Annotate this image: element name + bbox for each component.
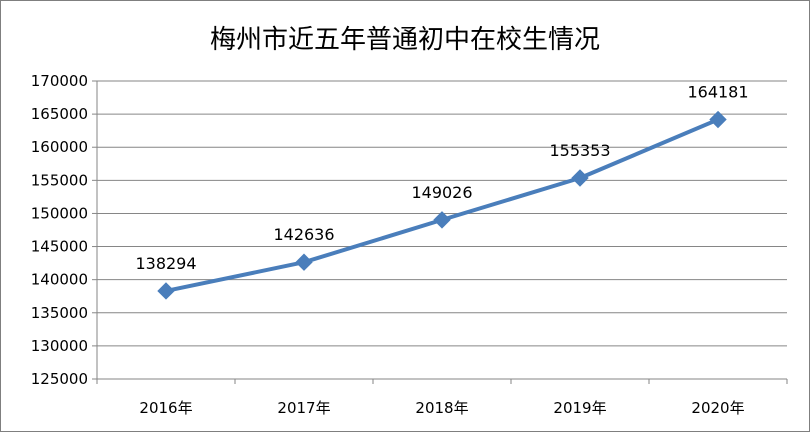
y-tick-labels: 125000 130000 135000 140000 145000 150000 1550… [31,72,88,388]
data-point-marker [157,282,175,300]
data-label: 142636 [273,225,334,244]
axes [92,80,788,384]
data-label: 164181 [687,83,748,102]
series-line [164,117,720,293]
y-tick-label: 165000 [31,105,88,123]
x-tick-labels: 2016年 2017年 2018年 2019年 2020年 [139,399,744,417]
data-point-marker [295,253,313,271]
y-tick-label: 135000 [31,304,88,322]
y-tick-label: 160000 [31,138,88,156]
data-point-marker [571,169,589,187]
y-tick-label: 145000 [31,238,88,256]
chart-title: 梅州市近五年普通初中在校生情况 [210,25,600,55]
data-label: 155353 [549,141,610,160]
data-label: 138294 [135,254,196,273]
y-tick-label: 150000 [31,204,88,222]
data-labels: 138294 142636 149026 155353 164181 [135,83,748,273]
x-tick-label: 2016年 [139,399,192,417]
data-label: 149026 [411,183,472,202]
x-tick-label: 2018年 [415,399,468,417]
data-point-marker [433,211,451,229]
y-tick-label: 140000 [31,271,88,289]
series-line [164,117,720,293]
y-tick-label: 125000 [31,370,88,388]
series-markers [157,110,727,300]
y-tick-label: 170000 [31,72,88,90]
y-tick-label: 130000 [31,337,88,355]
x-tick-label: 2017年 [277,399,330,417]
x-tick-label: 2019年 [553,399,606,417]
y-tick-label: 155000 [31,171,88,189]
x-tick-label: 2020年 [691,399,744,417]
data-point-marker [709,110,727,129]
